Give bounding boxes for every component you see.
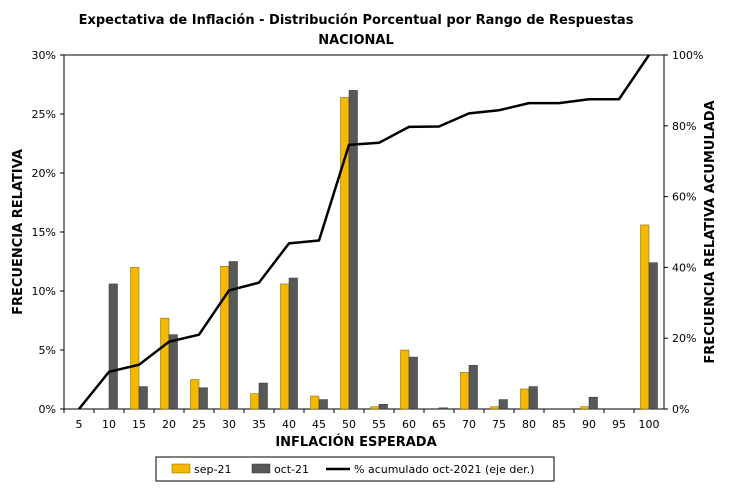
- x-tick-label: 95: [612, 418, 626, 431]
- bar-oct-21: [138, 386, 148, 410]
- bar-oct-21: [108, 283, 118, 410]
- bar-sep-21: [400, 349, 410, 410]
- bar-sep-21: [340, 97, 350, 410]
- bar-sep-21: [280, 283, 290, 410]
- bar-sep-21: [580, 406, 590, 410]
- bar-oct-21: [588, 396, 598, 410]
- x-tick-label: 70: [462, 418, 476, 431]
- bar-sep-21: [520, 388, 530, 410]
- legend-box: [155, 456, 555, 482]
- y-axis-title: FRECUENCIA RELATIVA: [11, 149, 26, 315]
- bar-sep-21: [250, 393, 260, 410]
- x-tick-label: 60: [402, 418, 416, 431]
- bar-oct-21: [288, 277, 298, 410]
- x-tick-label: 75: [492, 418, 506, 431]
- x-tick-label: 25: [192, 418, 206, 431]
- y-right-tick-label: 100%: [672, 49, 703, 62]
- bar-sep-21: [130, 267, 140, 410]
- bar-sep-21: [490, 406, 500, 410]
- y-tick-label: 0%: [39, 403, 56, 416]
- x-tick-label: 10: [102, 418, 116, 431]
- x-tick-label: 85: [552, 418, 566, 431]
- bar-oct-21: [438, 407, 448, 410]
- x-tick-label: 20: [162, 418, 176, 431]
- x-tick-label: 90: [582, 418, 596, 431]
- x-tick-label: 50: [342, 418, 356, 431]
- bar-sep-21: [370, 406, 380, 410]
- x-tick-label: 55: [372, 418, 386, 431]
- y-right-tick-label: 60%: [672, 191, 696, 204]
- line-acumulado: [78, 54, 651, 410]
- y-tick-label: 25%: [32, 108, 56, 121]
- chart-subtitle: NACIONAL: [318, 33, 394, 48]
- legend-swatch-oct-21: [251, 463, 271, 474]
- legend-swatch-sep-21: [171, 463, 191, 474]
- bar-oct-21: [258, 382, 268, 410]
- bar-oct-21: [228, 261, 238, 410]
- y-tick-label: 5%: [39, 344, 56, 357]
- y-tick-label: 15%: [32, 226, 56, 239]
- bar-oct-21: [198, 387, 208, 410]
- x-tick-label: 40: [282, 418, 296, 431]
- legend: sep-21 oct-21 % acumulado oct-2021 (eje …: [155, 456, 555, 482]
- y-axis-right-title: FRECUENCIA RELATIVA ACUMULADA: [703, 100, 718, 363]
- y-right-tick-label: 40%: [672, 261, 696, 274]
- bar-sep-21: [460, 372, 470, 410]
- bar-oct-21: [498, 399, 508, 410]
- bar-oct-21: [648, 262, 658, 410]
- bar-oct-21: [378, 404, 388, 410]
- bar-oct-21: [408, 356, 418, 410]
- x-tick-label: 65: [432, 418, 446, 431]
- y-right-tick-label: 20%: [672, 332, 696, 345]
- chart-title: Expectativa de Inflación - Distribución …: [79, 13, 634, 28]
- plot-area: 0% 5% 10% 15% 20% 25% 30% 0% 20% 40% 60% 80% 100% 5 10…: [32, 49, 704, 431]
- legend-label-oct-21: oct-21: [274, 463, 309, 476]
- x-tick-label: 15: [132, 418, 146, 431]
- bar-oct-21: [168, 334, 178, 410]
- bar-sep-21: [160, 317, 170, 410]
- x-tick-label: 45: [312, 418, 326, 431]
- bar-sep-21: [190, 379, 200, 410]
- y-tick-label: 20%: [32, 167, 56, 180]
- x-axis-title: INFLACIÓN ESPERADA: [275, 434, 436, 450]
- y-right-tick-label: 80%: [672, 120, 696, 133]
- legend-label-acumulado: % acumulado oct-2021 (eje der.): [354, 463, 534, 476]
- y-tick-label: 30%: [32, 49, 56, 62]
- x-tick-label: 30: [222, 418, 236, 431]
- x-tick-label: 5: [76, 418, 83, 431]
- x-tick-label: 80: [522, 418, 536, 431]
- bar-sep-21: [310, 395, 320, 410]
- y-tick-label: 10%: [32, 285, 56, 298]
- bar-sep-21: [220, 265, 230, 410]
- bar-oct-21: [318, 399, 328, 410]
- bar-oct-21: [528, 386, 538, 410]
- bar-oct-21: [468, 365, 478, 410]
- x-tick-label: 35: [252, 418, 266, 431]
- bar-oct-21: [348, 90, 358, 410]
- y-right-tick-label: 0%: [672, 403, 689, 416]
- legend-label-sep-21: sep-21: [194, 463, 231, 476]
- x-tick-label: 100: [639, 418, 660, 431]
- bar-sep-21: [640, 224, 650, 410]
